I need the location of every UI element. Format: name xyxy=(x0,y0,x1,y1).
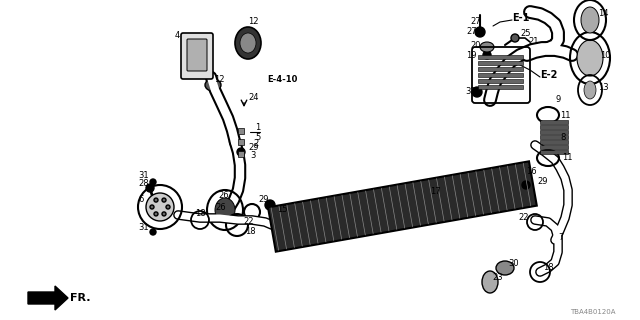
Circle shape xyxy=(483,51,491,59)
FancyBboxPatch shape xyxy=(181,33,213,79)
Text: 25: 25 xyxy=(520,28,531,37)
Text: 15: 15 xyxy=(277,205,287,214)
Text: 7: 7 xyxy=(558,234,563,243)
Ellipse shape xyxy=(577,40,603,76)
Bar xyxy=(540,135,568,139)
Bar xyxy=(540,140,568,143)
Bar xyxy=(478,85,523,89)
Ellipse shape xyxy=(240,33,256,53)
Text: 16: 16 xyxy=(526,167,536,177)
Bar xyxy=(540,130,568,133)
Text: 30: 30 xyxy=(508,260,518,268)
Text: 13: 13 xyxy=(598,84,609,92)
Text: 20: 20 xyxy=(470,42,481,51)
Text: 22: 22 xyxy=(243,218,253,227)
Text: 29: 29 xyxy=(248,143,259,153)
Bar xyxy=(478,79,523,83)
Bar xyxy=(268,161,537,252)
Circle shape xyxy=(472,87,482,97)
Circle shape xyxy=(162,198,166,202)
Text: 11: 11 xyxy=(562,154,573,163)
Bar xyxy=(478,73,523,77)
Ellipse shape xyxy=(482,271,498,293)
Bar xyxy=(478,67,523,71)
Text: 32: 32 xyxy=(465,87,476,97)
Text: 10: 10 xyxy=(600,51,611,60)
FancyBboxPatch shape xyxy=(187,39,207,71)
Circle shape xyxy=(162,212,166,216)
Text: 22: 22 xyxy=(518,212,529,221)
Ellipse shape xyxy=(480,42,494,52)
Text: 27: 27 xyxy=(466,28,477,36)
Ellipse shape xyxy=(146,193,174,221)
Text: 19: 19 xyxy=(466,51,477,60)
Bar xyxy=(238,139,244,145)
Text: FR.: FR. xyxy=(70,293,90,303)
Text: 5: 5 xyxy=(255,133,260,142)
Bar xyxy=(478,61,523,65)
Circle shape xyxy=(475,27,485,37)
Bar xyxy=(540,125,568,129)
Circle shape xyxy=(150,179,156,185)
Text: E-4-10: E-4-10 xyxy=(267,76,298,84)
Text: 4: 4 xyxy=(175,30,180,39)
Circle shape xyxy=(522,181,530,189)
Circle shape xyxy=(166,205,170,209)
Circle shape xyxy=(150,205,154,209)
Text: 14: 14 xyxy=(598,10,609,19)
Text: 29: 29 xyxy=(537,178,547,187)
Text: 18: 18 xyxy=(195,209,205,218)
Circle shape xyxy=(150,229,156,235)
Text: 26: 26 xyxy=(218,190,228,199)
Text: 9: 9 xyxy=(555,95,560,105)
Ellipse shape xyxy=(235,27,261,59)
Ellipse shape xyxy=(215,198,235,222)
Ellipse shape xyxy=(496,261,514,275)
Text: 18: 18 xyxy=(245,228,255,236)
Text: 21: 21 xyxy=(528,37,538,46)
Bar xyxy=(238,151,244,157)
Circle shape xyxy=(265,200,275,210)
Ellipse shape xyxy=(205,79,221,91)
Bar xyxy=(238,128,244,134)
Text: 12: 12 xyxy=(214,76,225,84)
Text: TBA4B0120A: TBA4B0120A xyxy=(570,309,616,315)
Text: 2: 2 xyxy=(253,139,259,148)
Text: 23: 23 xyxy=(492,274,502,283)
Ellipse shape xyxy=(581,7,599,33)
Text: 28: 28 xyxy=(138,179,148,188)
Circle shape xyxy=(146,184,154,192)
Text: 3: 3 xyxy=(250,150,255,159)
Text: 18: 18 xyxy=(543,263,554,273)
Text: E-2: E-2 xyxy=(540,70,557,80)
Bar xyxy=(540,120,568,124)
Circle shape xyxy=(511,34,519,42)
Text: 17: 17 xyxy=(430,188,440,196)
Circle shape xyxy=(154,212,158,216)
Text: 8: 8 xyxy=(560,133,565,142)
Ellipse shape xyxy=(584,81,596,99)
Text: 1: 1 xyxy=(255,124,260,132)
Bar xyxy=(540,150,568,154)
Polygon shape xyxy=(28,286,68,310)
Bar xyxy=(540,145,568,148)
Circle shape xyxy=(237,148,245,156)
Text: 6: 6 xyxy=(138,196,143,204)
Text: 27: 27 xyxy=(470,18,481,27)
Text: 26: 26 xyxy=(215,203,226,212)
Circle shape xyxy=(154,198,158,202)
Text: 11: 11 xyxy=(560,110,570,119)
Text: 12: 12 xyxy=(248,18,259,27)
Text: 24: 24 xyxy=(248,92,259,101)
Text: 31: 31 xyxy=(138,223,148,233)
Text: 29: 29 xyxy=(258,196,269,204)
Text: E-1: E-1 xyxy=(512,13,529,23)
Bar xyxy=(478,55,523,59)
Text: 31: 31 xyxy=(138,171,148,180)
